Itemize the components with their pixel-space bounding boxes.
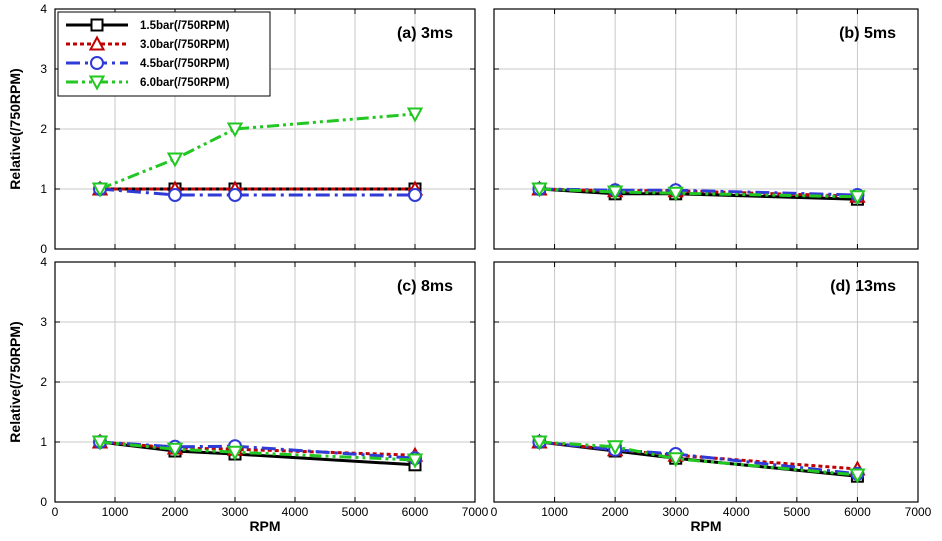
series-line xyxy=(99,187,415,197)
y-tick-label: 3 xyxy=(40,62,47,76)
data-point xyxy=(408,188,422,202)
series-line xyxy=(539,440,858,476)
y-axis-title: Relative(/750RPM) xyxy=(7,321,23,442)
y-tick-label: 1 xyxy=(40,182,47,196)
y-tick-label: 4 xyxy=(40,255,47,269)
legend-label: 6.0bar(/750RPM) xyxy=(140,77,230,89)
x-tick-label: 7000 xyxy=(462,505,489,519)
series-line xyxy=(539,187,858,199)
data-point xyxy=(531,182,548,198)
legend-label: 1.5bar(/750RPM) xyxy=(140,20,230,32)
panel-title: (a) 3ms xyxy=(397,25,453,42)
x-axis-title: RPM xyxy=(690,518,721,534)
y-tick-label: 0 xyxy=(40,242,47,256)
x-tick-label: 5000 xyxy=(342,505,369,519)
y-tick-label: 0 xyxy=(40,495,47,509)
series-3 xyxy=(93,182,422,202)
x-tick-label: 7000 xyxy=(905,505,932,519)
x-tick-label: 5000 xyxy=(784,505,811,519)
data-point xyxy=(226,122,244,138)
x-tick-label: 3000 xyxy=(222,505,249,519)
legend: 1.5bar(/750RPM) 3.0bar(/750RPM) 4.5bar(/75… xyxy=(57,11,271,97)
data-point xyxy=(406,453,424,469)
series-line xyxy=(99,112,416,191)
x-tick-label: 4000 xyxy=(282,505,309,519)
panel-title: (d) 13ms xyxy=(830,278,896,295)
data-point xyxy=(166,152,184,168)
y-tick-label: 4 xyxy=(40,2,47,16)
data-point xyxy=(849,190,866,206)
chart-panel-2: (b) 5ms xyxy=(493,8,919,250)
series-1 xyxy=(532,435,864,483)
x-tick-label: 1000 xyxy=(541,505,568,519)
y-axis-title: Relative(/750RPM) xyxy=(7,68,23,189)
data-point xyxy=(166,442,184,458)
x-tick-label: 6000 xyxy=(402,505,429,519)
series-4 xyxy=(91,435,424,469)
x-tick-label: 2000 xyxy=(602,505,629,519)
data-point xyxy=(667,186,684,202)
data-point xyxy=(849,468,866,484)
series-4 xyxy=(531,435,866,484)
x-tick-label: 1000 xyxy=(102,505,129,519)
legend-swatch-marker xyxy=(90,56,104,70)
data-point xyxy=(91,435,109,451)
series-4 xyxy=(531,182,866,206)
x-tick-label: 0 xyxy=(52,505,59,519)
y-tick-label: 2 xyxy=(40,375,47,389)
x-tick-label: 4000 xyxy=(723,505,750,519)
series-line xyxy=(539,440,858,477)
chart-panel-1: 0 1 2 3 4 Relative(/750RPM) (a) 3ms 1.5bar(/750… xyxy=(7,2,476,256)
data-point xyxy=(226,445,244,461)
legend-label: 4.5bar(/750RPM) xyxy=(140,58,230,70)
data-point xyxy=(667,452,684,468)
series-line xyxy=(99,440,416,462)
y-tick-label: 2 xyxy=(40,122,47,136)
data-point xyxy=(531,435,548,451)
data-point xyxy=(406,107,424,123)
y-tick-label: 3 xyxy=(40,315,47,329)
panel-title: (b) 5ms xyxy=(839,25,896,42)
legend-label: 3.0bar(/750RPM) xyxy=(140,39,230,51)
data-point xyxy=(91,182,109,198)
legend-swatch-marker xyxy=(90,18,104,32)
data-point xyxy=(228,188,242,202)
x-tick-label: 0 xyxy=(491,505,498,519)
x-tick-label: 2000 xyxy=(162,505,189,519)
chart-panel-4: 0 1000 2000 3000 4000 5000 6000 7000 RPM (d) 13ms xyxy=(491,261,932,534)
legend-swatch-marker xyxy=(88,75,106,91)
data-point xyxy=(168,188,182,202)
x-axis-title: RPM xyxy=(249,518,280,534)
data-point xyxy=(606,185,624,201)
series-4 xyxy=(91,107,424,198)
chart-panel-3: 0 1000 2000 3000 4000 5000 6000 7000 0 1 2 3 4 Relati… xyxy=(7,255,489,534)
panel-title: (c) 8ms xyxy=(397,278,453,295)
y-tick-label: 1 xyxy=(40,435,47,449)
x-tick-label: 3000 xyxy=(662,505,689,519)
legend-swatch-marker xyxy=(88,35,106,51)
data-point xyxy=(606,440,624,456)
x-tick-label: 6000 xyxy=(844,505,871,519)
